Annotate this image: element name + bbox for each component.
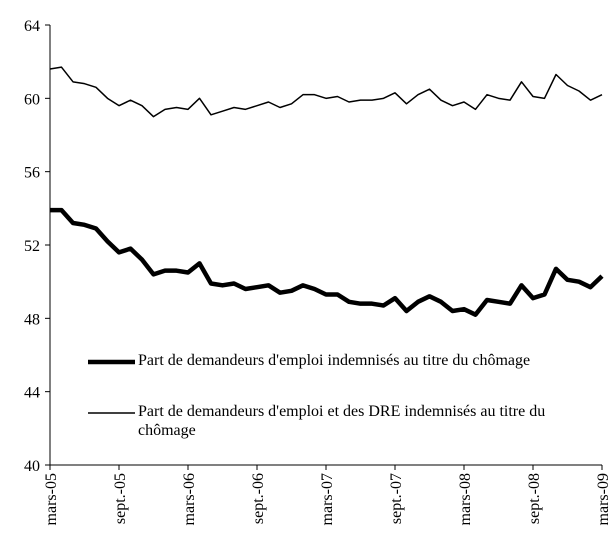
x-tick-label: sept.-08 xyxy=(526,473,543,524)
legend-label: Part de demandeurs d'emploi indemnisés a… xyxy=(138,352,531,369)
x-tick-label: mars-08 xyxy=(457,473,474,525)
x-tick-label: sept.-06 xyxy=(250,473,267,524)
x-tick-label: mars-09 xyxy=(595,473,610,525)
series-line xyxy=(49,66,603,118)
x-tick-label: sept.-07 xyxy=(388,473,405,524)
series-line xyxy=(50,207,604,317)
x-tick-label: mars-06 xyxy=(181,473,198,525)
y-tick-label: 48 xyxy=(24,311,40,328)
x-tick-label: sept.-05 xyxy=(112,473,129,524)
x-tick-label: mars-05 xyxy=(43,473,60,525)
legend-label: Part de demandeurs d'emploi et des DRE i… xyxy=(138,403,546,439)
y-tick-label: 52 xyxy=(24,238,40,255)
y-tick-label: 60 xyxy=(24,91,40,108)
y-tick-label: 56 xyxy=(24,165,40,182)
y-tick-label: 44 xyxy=(24,385,40,402)
x-tick-label: mars-07 xyxy=(319,473,336,525)
y-tick-label: 40 xyxy=(24,458,40,475)
y-tick-label: 64 xyxy=(24,18,40,35)
